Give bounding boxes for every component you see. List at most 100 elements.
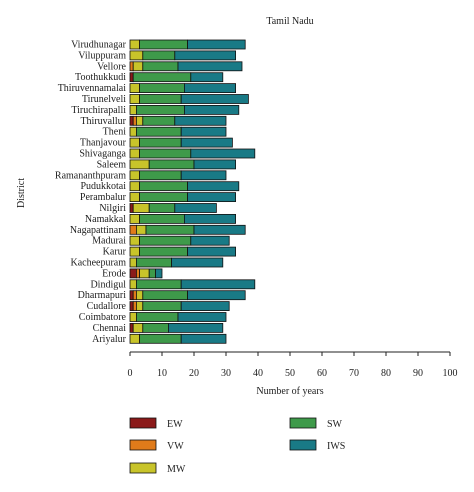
bar-segment-nagapattinam-sw [145, 224, 195, 235]
bar-segment-shivaganga-sw [139, 148, 192, 159]
bar-segment-chennai-sw [142, 322, 169, 333]
bar-segment-namakkal-iws [183, 213, 236, 224]
bar-segment-tiruchirapalli-mw [129, 105, 137, 115]
bar-segment-saleem-sw [148, 159, 195, 170]
category-label-kacheepuram: Kacheepuram [70, 258, 126, 269]
bar-segment-viluppuram-mw [129, 50, 144, 61]
category-label-virudhunagar: Virudhunagar [71, 40, 127, 51]
category-label-vellore: Vellore [97, 61, 126, 72]
bar-segment-ariyalur-sw [139, 333, 182, 344]
bar-segment-chennai-iws [167, 322, 224, 333]
category-label-pudukkotai: Pudukkotai [80, 181, 126, 192]
bar-segment-viluppuram-sw [142, 50, 176, 61]
bar-segment-toothukkudi-sw [132, 72, 192, 83]
bar-segment-theni-sw [135, 126, 182, 137]
bar-segment-virudhunagar-mw [129, 39, 140, 50]
x-tick-label-40: 40 [253, 368, 263, 379]
legend-label-vw: VW [167, 441, 184, 452]
bar-segment-nagapattinam-vw [129, 224, 137, 235]
bar-segment-ariyalur-iws [180, 333, 227, 344]
bar-segment-erode-mw [139, 268, 150, 279]
bar-segment-virudhunagar-iws [187, 39, 246, 50]
bar-segment-thiruvennamalai-sw [139, 83, 185, 93]
bar-segment-thiruvallur-iws [174, 115, 227, 126]
x-tick-label-80: 80 [381, 368, 391, 379]
bar-segment-perambalur-sw [139, 192, 189, 203]
bar-segment-vellore-vw [129, 61, 134, 72]
bar-segment-theni-mw [129, 126, 137, 137]
category-label-thanjavour: Thanjavour [80, 138, 127, 149]
chart-title: Tamil Nadu [266, 16, 313, 27]
category-label-thiruvallur: Thiruvallur [80, 116, 126, 127]
bar-segment-kacheepuram-mw [129, 257, 137, 268]
category-label-coimbatore: Coimbatore [79, 312, 127, 323]
legend-swatch-sw [289, 417, 317, 429]
bar-segment-namakkal-mw [129, 213, 140, 224]
bar-segment-coimbatore-iws [177, 312, 227, 322]
bar-segment-vellore-iws [177, 61, 243, 72]
bar-segment-shivaganga-mw [129, 148, 140, 159]
bar-segment-shivaganga-iws [190, 148, 256, 159]
x-tick-label-20: 20 [189, 368, 199, 379]
category-label-nilgiri: Nilgiri [99, 203, 126, 214]
legend-swatch-mw [129, 462, 157, 474]
category-label-thiruvennamalai: Thiruvennamalai [58, 83, 127, 94]
bar-segment-thanjavour-mw [129, 137, 140, 148]
bar-segment-chennai-mw [132, 322, 144, 333]
bar-segment-thiruvallur-ew [129, 115, 134, 126]
bar-segment-ariyalur-mw [129, 333, 140, 344]
bar-segment-nagapattinam-mw [135, 224, 147, 235]
bar-segment-virudhunagar-sw [139, 39, 189, 50]
bar-segment-dharmapuri-iws [187, 290, 246, 301]
bar-segment-toothukkudi-iws [190, 72, 224, 83]
category-label-toothukkudi: Toothukkudi [75, 72, 126, 83]
bar-segment-ramananthpuram-sw [139, 170, 182, 181]
bar-segment-saleem-iws [193, 159, 236, 170]
bar-segment-pudukkotai-sw [139, 181, 189, 192]
bar-segment-madurai-iws [190, 235, 230, 246]
y-axis-label: District [16, 178, 27, 208]
bar-segment-nilgiri-iws [174, 203, 217, 213]
bar-segment-perambalur-iws [187, 192, 237, 203]
bar-segment-dharmapuri-mw [135, 290, 144, 301]
bar-segment-nilgiri-sw [148, 203, 176, 213]
legend-label-ew: EW [167, 419, 183, 430]
category-label-dindigul: Dindigul [90, 279, 126, 290]
bar-segment-erode-ew [129, 268, 137, 279]
category-label-nagapattinam: Nagapattinam [70, 225, 126, 236]
bar-segment-dindigul-iws [180, 279, 256, 290]
x-axis: 0 10 20 30 40 50 60 70 80 90 100 [128, 351, 458, 379]
legend-label-mw: MW [167, 464, 186, 475]
category-label-tirunelveli: Tirunelveli [82, 94, 126, 105]
x-tick-label-90: 90 [413, 368, 423, 379]
bar-segment-chennai-ew [129, 322, 134, 333]
bar-segment-tiruchirapalli-sw [135, 105, 185, 115]
bar-segment-cudallore-iws [180, 301, 230, 312]
bar-segment-karur-iws [187, 246, 237, 257]
bar-segment-kacheepuram-sw [135, 257, 172, 268]
bar-segment-thiruvallur-vw [132, 115, 137, 126]
bar-segment-tiruchirapalli-iws [183, 105, 240, 115]
category-label-chennai: Chennai [93, 323, 127, 334]
bar-segment-vellore-sw [142, 61, 179, 72]
category-label-madurai: Madurai [92, 236, 126, 247]
bar-segment-erode-iws [155, 268, 163, 279]
bar-segment-dharmapuri-vw [132, 290, 137, 301]
bar-segment-thanjavour-sw [139, 137, 182, 148]
bar-segment-thanjavour-iws [180, 137, 233, 148]
bar-segment-tirunelveli-sw [139, 94, 182, 104]
x-tick-label-60: 60 [317, 368, 327, 379]
bar-segment-karur-mw [129, 246, 140, 257]
bar-segment-dindigul-sw [135, 279, 182, 290]
bar-segment-cudallore-mw [135, 301, 144, 312]
bar-segment-nagapattinam-iws [193, 224, 246, 235]
bar-segment-erode-vw [135, 268, 140, 279]
bar-segment-dharmapuri-ew [129, 290, 134, 301]
category-label-ramananthpuram: Ramananthpuram [55, 170, 126, 181]
bar-segment-ramananthpuram-iws [180, 170, 227, 181]
bar-segment-karur-sw [139, 246, 189, 257]
x-tick-label-100: 100 [443, 368, 458, 379]
bar-segment-dharmapuri-sw [142, 290, 189, 301]
legend-swatch-iws [289, 439, 317, 451]
